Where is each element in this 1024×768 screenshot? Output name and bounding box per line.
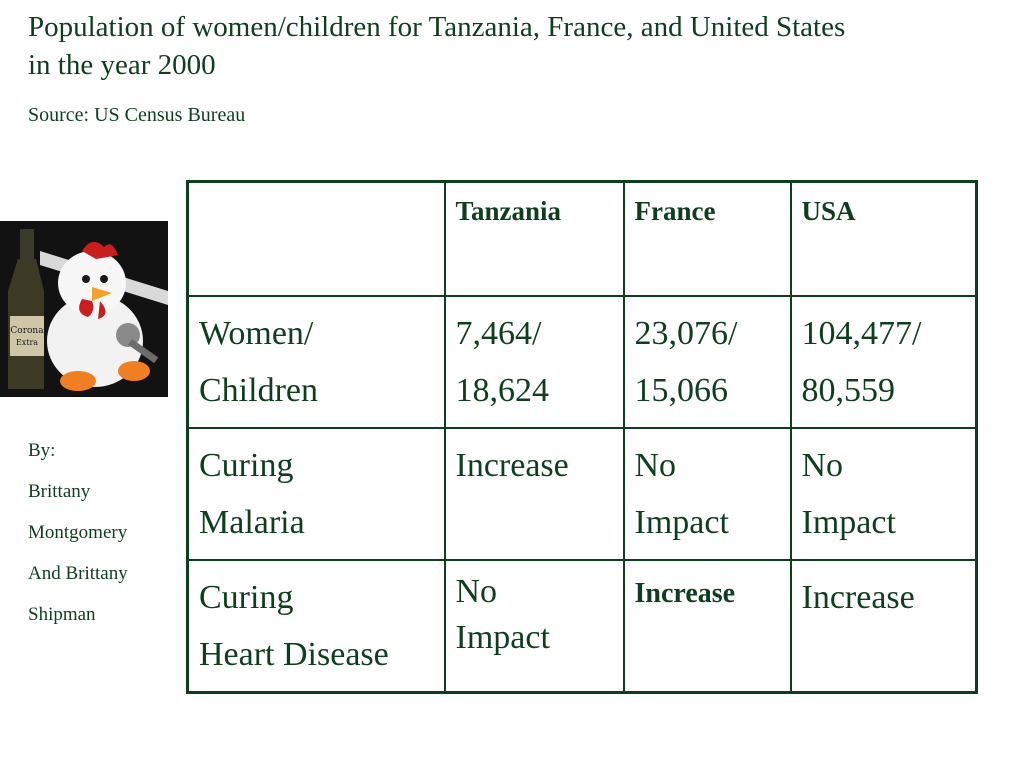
row-label: Women/ Children — [186, 295, 446, 429]
title-line-2: in the year 2000 — [28, 49, 216, 81]
table-header-cell: France — [622, 180, 792, 297]
cell-line: Impact — [801, 504, 896, 541]
cell-line: No — [801, 447, 844, 484]
chicken-icon — [47, 241, 159, 391]
row-label-line: Heart Disease — [199, 636, 389, 673]
cell-line: Impact — [455, 619, 550, 656]
table-header-cell: USA — [789, 180, 978, 297]
table-row: Curing Malaria Increase No Impact No Imp… — [186, 427, 978, 561]
byline-line: Brittany — [28, 481, 91, 502]
title-line-1: Population of women/children for Tanzani… — [28, 11, 846, 43]
table-cell: No Impact — [789, 427, 978, 561]
chicken-with-bottle-illustration: Corona Extra — [0, 221, 168, 397]
population-table: Tanzania France USA Women/ Children 7,46… — [186, 180, 978, 694]
row-label-line: Women/ — [199, 315, 314, 352]
row-label: Curing Malaria — [186, 427, 446, 561]
table-cell: Increase — [622, 559, 792, 694]
table-row: Curing Heart Disease No Impact Increase … — [186, 559, 978, 694]
cell-line: 80,559 — [801, 372, 896, 409]
cell-line: 18,624 — [455, 372, 550, 409]
cell-line: Increase — [634, 578, 736, 609]
cell-line: 15,066 — [634, 372, 729, 409]
byline-line: Montgomery — [28, 522, 128, 543]
cell-line: Impact — [634, 504, 729, 541]
cell-line: 104,477/ — [801, 315, 922, 352]
table-header-cell: Tanzania — [443, 180, 625, 297]
cell-line: 7,464/ — [455, 315, 542, 352]
svg-text:Corona: Corona — [10, 326, 44, 336]
table-cell: 104,477/ 80,559 — [789, 295, 978, 429]
table-row: Women/ Children 7,464/ 18,624 23,076/ 15… — [186, 295, 978, 429]
table-cell: No Impact — [443, 559, 625, 694]
byline: By: Brittany Montgomery And Brittany Shi… — [28, 430, 128, 635]
cell-line: No — [634, 447, 677, 484]
cell-line: No — [455, 573, 498, 610]
byline-line: And Brittany — [28, 563, 128, 584]
bottle-icon: Corona Extra — [8, 229, 44, 389]
table-cell: No Impact — [622, 427, 792, 561]
svg-text:Extra: Extra — [16, 338, 38, 347]
row-label-line: Curing — [199, 579, 294, 616]
table-cell: Increase — [443, 427, 625, 561]
table-cell: 7,464/ 18,624 — [443, 295, 625, 429]
cell-line: 23,076/ — [634, 315, 738, 352]
row-label-line: Curing — [199, 447, 294, 484]
chicken-photo: Corona Extra — [0, 221, 168, 397]
table-cell: 23,076/ 15,066 — [622, 295, 792, 429]
table-header-row: Tanzania France USA — [186, 180, 978, 297]
byline-line: By: — [28, 440, 56, 461]
row-label: Curing Heart Disease — [186, 559, 446, 694]
slide-title: Population of women/children for Tanzani… — [28, 8, 1003, 84]
row-label-line: Malaria — [199, 504, 305, 541]
byline-line: Shipman — [28, 604, 96, 625]
row-label-line: Children — [199, 372, 318, 409]
cell-line: Increase — [801, 579, 915, 616]
table-header-cell — [186, 180, 446, 297]
table-cell: Increase — [789, 559, 978, 694]
cell-line: Increase — [455, 447, 569, 484]
source-note: Source: US Census Bureau — [28, 104, 246, 126]
